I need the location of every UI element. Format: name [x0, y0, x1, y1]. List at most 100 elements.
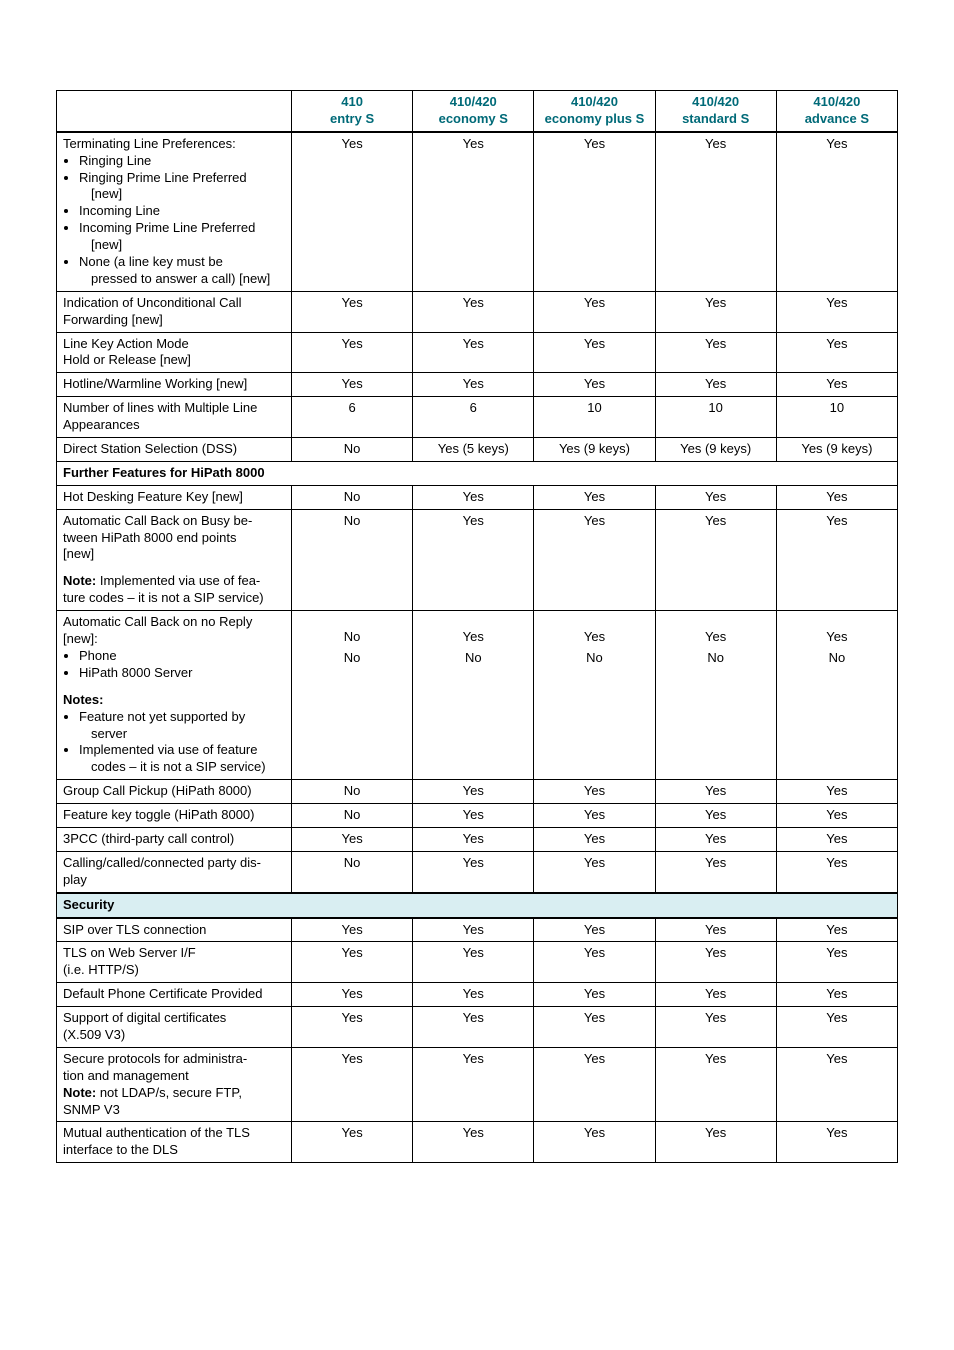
value-cell: Yes: [655, 485, 776, 509]
value-cell: Yes: [776, 780, 897, 804]
value-cell: Yes (9 keys): [776, 438, 897, 462]
value-cell: Yes: [292, 1007, 413, 1048]
value-cell: 6: [292, 397, 413, 438]
value-cell: Yes: [776, 132, 897, 292]
value-cell: Yes: [292, 332, 413, 373]
table-row: SIP over TLS connectionYesYesYesYesYes: [57, 918, 898, 942]
value-cell: Yes: [655, 851, 776, 892]
value-cell: Yes: [534, 1007, 655, 1048]
value-cell: Yes: [776, 291, 897, 332]
value-cell: Yes: [534, 827, 655, 851]
table-row: Direct Station Selection (DSS)NoYes (5 k…: [57, 438, 898, 462]
feature-cell: TLS on Web Server I/F(i.e. HTTP/S): [57, 942, 292, 983]
value-cell: Yes: [534, 373, 655, 397]
value-cell: No: [292, 804, 413, 828]
value-cell: Yes: [655, 132, 776, 292]
value-cell: 10: [776, 397, 897, 438]
section-header: Security: [57, 893, 898, 918]
table-row: TLS on Web Server I/F(i.e. HTTP/S)YesYes…: [57, 942, 898, 983]
value-cell: Yes: [413, 827, 534, 851]
value-cell: Yes: [534, 918, 655, 942]
value-cell: Yes: [534, 485, 655, 509]
table-row: Hotline/Warmline Working [new]YesYesYesY…: [57, 373, 898, 397]
table-row: Automatic Call Back on Busy be-tween HiP…: [57, 509, 898, 610]
value-cell: Yes: [776, 1047, 897, 1122]
table-row: Indication of Unconditional CallForwardi…: [57, 291, 898, 332]
table-row: Feature key toggle (HiPath 8000)NoYesYes…: [57, 804, 898, 828]
feature-cell: Indication of Unconditional CallForwardi…: [57, 291, 292, 332]
header-col-2: 410/420economy plus S: [534, 91, 655, 132]
value-cell: Yes: [655, 1122, 776, 1163]
table-row: Support of digital certificates(X.509 V3…: [57, 1007, 898, 1048]
value-cell: Yes: [655, 918, 776, 942]
table-row: Line Key Action ModeHold or Release [new…: [57, 332, 898, 373]
value-cell: 6: [413, 397, 534, 438]
value-cell: YesNo: [413, 611, 534, 780]
table-row: Secure protocols for administra-tion and…: [57, 1047, 898, 1122]
value-cell: Yes: [413, 1122, 534, 1163]
value-cell: Yes: [292, 1047, 413, 1122]
value-cell: Yes: [292, 132, 413, 292]
feature-cell: Terminating Line Preferences:Ringing Lin…: [57, 132, 292, 292]
value-cell: No: [292, 509, 413, 610]
table-row: Terminating Line Preferences:Ringing Lin…: [57, 132, 898, 292]
value-cell: Yes: [655, 509, 776, 610]
header-blank: [57, 91, 292, 132]
value-cell: Yes: [413, 780, 534, 804]
value-cell: Yes: [655, 780, 776, 804]
table-header-row: 410entry S 410/420economy S 410/420econo…: [57, 91, 898, 132]
value-cell: Yes: [776, 827, 897, 851]
value-cell: Yes: [413, 332, 534, 373]
feature-cell: Calling/called/connected party dis-play: [57, 851, 292, 892]
section-label: Further Features for HiPath 8000: [57, 461, 898, 485]
value-cell: Yes (5 keys): [413, 438, 534, 462]
table-row: Mutual authentication of the TLSinterfac…: [57, 1122, 898, 1163]
feature-cell: Support of digital certificates(X.509 V3…: [57, 1007, 292, 1048]
value-cell: Yes: [292, 983, 413, 1007]
table-row: 3PCC (third-party call control)YesYesYes…: [57, 827, 898, 851]
value-cell: Yes: [655, 1007, 776, 1048]
feature-cell: Hotline/Warmline Working [new]: [57, 373, 292, 397]
feature-cell: 3PCC (third-party call control): [57, 827, 292, 851]
value-cell: Yes: [655, 332, 776, 373]
table-row: Group Call Pickup (HiPath 8000)NoYesYesY…: [57, 780, 898, 804]
value-cell: Yes: [655, 373, 776, 397]
value-cell: Yes: [776, 485, 897, 509]
value-cell: Yes: [534, 1122, 655, 1163]
value-cell: Yes: [534, 780, 655, 804]
feature-cell: Mutual authentication of the TLSinterfac…: [57, 1122, 292, 1163]
value-cell: Yes: [655, 827, 776, 851]
value-cell: Yes: [776, 1122, 897, 1163]
value-cell: Yes: [292, 918, 413, 942]
value-cell: Yes: [413, 373, 534, 397]
value-cell: Yes: [655, 983, 776, 1007]
table-row: Automatic Call Back on no Reply [new]:Ph…: [57, 611, 898, 780]
value-cell: Yes: [413, 983, 534, 1007]
value-cell: Yes: [413, 1047, 534, 1122]
value-cell: Yes (9 keys): [655, 438, 776, 462]
value-cell: Yes: [534, 804, 655, 828]
value-cell: YesNo: [655, 611, 776, 780]
header-col-1: 410/420economy S: [413, 91, 534, 132]
feature-cell: Group Call Pickup (HiPath 8000): [57, 780, 292, 804]
table-row: Hot Desking Feature Key [new]NoYesYesYes…: [57, 485, 898, 509]
feature-cell: Number of lines with Multiple LineAppear…: [57, 397, 292, 438]
value-cell: Yes: [413, 485, 534, 509]
header-col-4: 410/420advance S: [776, 91, 897, 132]
value-cell: Yes: [534, 509, 655, 610]
section-label: Security: [57, 893, 898, 918]
value-cell: Yes: [655, 1047, 776, 1122]
value-cell: No: [292, 438, 413, 462]
value-cell: Yes: [655, 804, 776, 828]
value-cell: Yes: [776, 942, 897, 983]
value-cell: Yes: [776, 804, 897, 828]
value-cell: No: [292, 485, 413, 509]
value-cell: Yes (9 keys): [534, 438, 655, 462]
section-header: Further Features for HiPath 8000: [57, 461, 898, 485]
feature-cell: Secure protocols for administra-tion and…: [57, 1047, 292, 1122]
value-cell: NoNo: [292, 611, 413, 780]
value-cell: Yes: [534, 942, 655, 983]
value-cell: Yes: [292, 942, 413, 983]
feature-comparison-table: 410entry S 410/420economy S 410/420econo…: [56, 90, 898, 1163]
value-cell: Yes: [413, 291, 534, 332]
